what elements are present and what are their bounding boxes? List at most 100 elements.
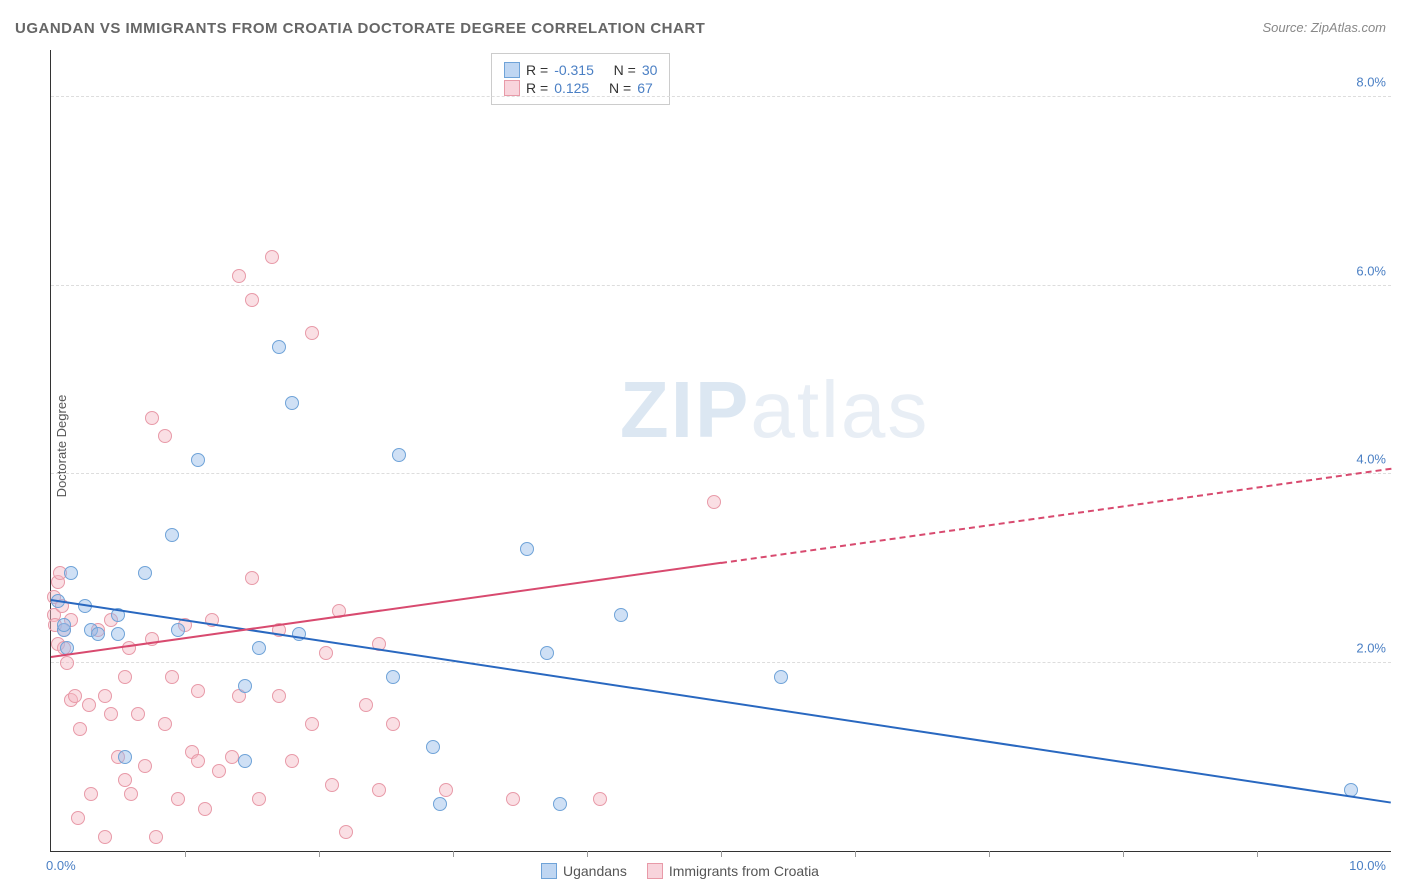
scatter-point: [225, 750, 239, 764]
scatter-point: [68, 689, 82, 703]
scatter-point: [285, 396, 299, 410]
y-tick-label: 6.0%: [1356, 263, 1386, 278]
swatch-blue-icon: [541, 863, 557, 879]
scatter-point: [614, 608, 628, 622]
scatter-point: [84, 787, 98, 801]
gridline: [51, 285, 1391, 286]
scatter-point: [191, 453, 205, 467]
scatter-point: [64, 566, 78, 580]
scatter-point: [325, 778, 339, 792]
y-tick-label: 2.0%: [1356, 640, 1386, 655]
scatter-point: [149, 830, 163, 844]
scatter-point: [158, 429, 172, 443]
scatter-point: [553, 797, 567, 811]
x-minor-tick: [185, 851, 186, 857]
x-minor-tick: [1257, 851, 1258, 857]
scatter-point: [506, 792, 520, 806]
scatter-point: [339, 825, 353, 839]
scatter-point: [98, 689, 112, 703]
gridline: [51, 473, 1391, 474]
scatter-point: [426, 740, 440, 754]
x-tick-min: 0.0%: [46, 858, 76, 873]
gridline: [51, 96, 1391, 97]
scatter-point: [191, 684, 205, 698]
chart-title: UGANDAN VS IMMIGRANTS FROM CROATIA DOCTO…: [15, 20, 705, 37]
legend-item-ugandans: Ugandans: [541, 863, 627, 879]
scatter-point: [73, 722, 87, 736]
watermark-text: ZIPatlas: [620, 364, 929, 456]
scatter-point: [392, 448, 406, 462]
scatter-point: [138, 566, 152, 580]
scatter-point: [171, 623, 185, 637]
swatch-pink-icon: [647, 863, 663, 879]
scatter-point: [238, 679, 252, 693]
scatter-point: [71, 811, 85, 825]
scatter-point: [118, 670, 132, 684]
scatter-point: [285, 754, 299, 768]
scatter-point: [191, 754, 205, 768]
scatter-point: [98, 830, 112, 844]
scatter-point: [145, 411, 159, 425]
legend-row-ugandans: R = -0.315 N = 30: [504, 62, 657, 78]
scatter-point: [319, 646, 333, 660]
scatter-point: [104, 707, 118, 721]
scatter-point: [118, 750, 132, 764]
scatter-point: [252, 641, 266, 655]
x-minor-tick: [989, 851, 990, 857]
scatter-point: [245, 293, 259, 307]
scatter-point: [372, 783, 386, 797]
legend-item-croatia: Immigrants from Croatia: [647, 863, 819, 879]
trend-line: [51, 599, 1391, 804]
scatter-point: [57, 618, 71, 632]
scatter-point: [305, 717, 319, 731]
x-minor-tick: [587, 851, 588, 857]
scatter-point: [305, 326, 319, 340]
x-tick-max: 10.0%: [1349, 858, 1386, 873]
y-tick-label: 4.0%: [1356, 452, 1386, 467]
scatter-point: [433, 797, 447, 811]
source-attribution: Source: ZipAtlas.com: [1262, 20, 1386, 35]
correlation-legend: R = -0.315 N = 30 R = 0.125 N = 67: [491, 53, 670, 105]
gridline: [51, 662, 1391, 663]
scatter-point: [158, 717, 172, 731]
scatter-point: [707, 495, 721, 509]
scatter-point: [265, 250, 279, 264]
scatter-point: [138, 759, 152, 773]
swatch-pink-icon: [504, 80, 520, 96]
scatter-point: [198, 802, 212, 816]
scatter-point: [540, 646, 554, 660]
scatter-point: [165, 670, 179, 684]
swatch-blue-icon: [504, 62, 520, 78]
scatter-point: [252, 792, 266, 806]
scatter-point: [131, 707, 145, 721]
scatter-point: [232, 269, 246, 283]
scatter-point: [60, 656, 74, 670]
scatter-point: [593, 792, 607, 806]
scatter-point: [82, 698, 96, 712]
scatter-point: [272, 689, 286, 703]
x-minor-tick: [721, 851, 722, 857]
scatter-point: [520, 542, 534, 556]
scatter-point: [238, 754, 252, 768]
scatter-point: [272, 340, 286, 354]
x-minor-tick: [855, 851, 856, 857]
scatter-point: [91, 627, 105, 641]
scatter-point: [359, 698, 373, 712]
scatter-point: [124, 787, 138, 801]
x-minor-tick: [453, 851, 454, 857]
trend-line: [721, 467, 1391, 563]
scatter-point: [386, 670, 400, 684]
scatter-point: [439, 783, 453, 797]
scatter-point: [165, 528, 179, 542]
scatter-point: [111, 627, 125, 641]
series-legend: Ugandans Immigrants from Croatia: [541, 863, 819, 879]
scatter-point: [171, 792, 185, 806]
scatter-point: [245, 571, 259, 585]
scatter-point: [774, 670, 788, 684]
scatter-point: [212, 764, 226, 778]
scatter-point: [118, 773, 132, 787]
x-minor-tick: [319, 851, 320, 857]
legend-row-croatia: R = 0.125 N = 67: [504, 80, 657, 96]
y-tick-label: 8.0%: [1356, 75, 1386, 90]
chart-plot-area: ZIPatlas R = -0.315 N = 30 R = 0.125 N =…: [50, 50, 1391, 852]
